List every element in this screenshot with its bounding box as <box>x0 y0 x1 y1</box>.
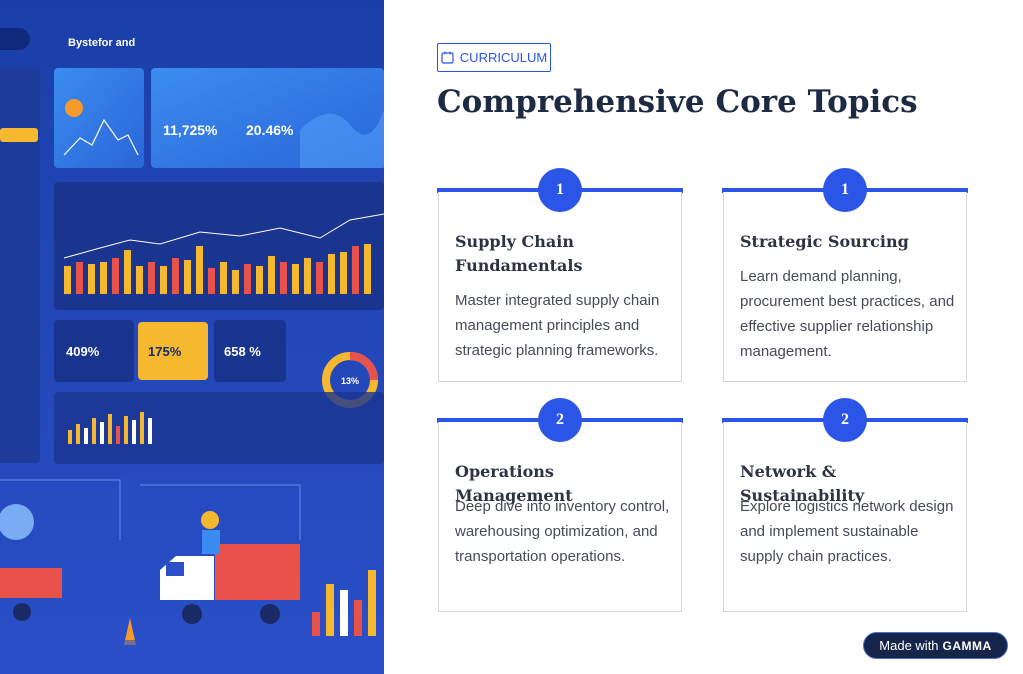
truck-cargo <box>215 544 300 600</box>
card-number: 1 <box>823 168 867 212</box>
card-body: Deep dive into inventory control, wareho… <box>455 498 670 565</box>
cone <box>124 618 136 645</box>
mini-bars <box>68 412 152 444</box>
bars <box>64 244 371 294</box>
stat: 13% <box>341 376 359 386</box>
globe <box>0 504 34 540</box>
brand: Bystefor and <box>68 37 135 49</box>
card-title: Strategic Sourcing <box>740 232 909 251</box>
card-title: Supply Chain Fundamentals <box>455 232 583 275</box>
truck-window <box>166 562 184 576</box>
made-with-badge[interactable]: Made with GAMMA <box>863 632 1008 659</box>
wheel <box>182 604 202 624</box>
icon <box>65 99 83 117</box>
worker <box>202 530 220 554</box>
wheel <box>13 603 31 621</box>
stat: 20.46% <box>246 122 294 138</box>
lines <box>0 479 301 540</box>
stat: 658 % <box>224 344 261 359</box>
donut-segment <box>349 352 378 381</box>
card-title: Network & Sustainability <box>740 462 865 505</box>
trendline <box>63 213 384 259</box>
side-highlight <box>0 128 38 142</box>
panel <box>138 322 208 380</box>
card-number: 2 <box>538 398 582 442</box>
card-title: Operations Management <box>455 462 573 505</box>
panel <box>54 68 144 168</box>
badge-icon <box>441 51 454 64</box>
card: Strategic Sourcing Learn demand planning,… <box>723 192 967 382</box>
badge: CURRICULUM <box>437 43 551 72</box>
logo-pill <box>0 28 30 50</box>
card: Network & Sustainability Explore logistic… <box>723 422 967 612</box>
area <box>300 110 384 168</box>
card-number: 2 <box>823 398 867 442</box>
title: Comprehensive Core Topics <box>437 84 918 120</box>
stat: 11,725% <box>163 122 218 138</box>
card: Operations Management Deep dive into inve… <box>438 422 682 612</box>
card-body: Master integrated supply chain managemen… <box>455 292 660 359</box>
card-body: Explore logistics network design and imp… <box>740 498 954 565</box>
footer-prefix: Made with <box>879 638 939 653</box>
stat: 175% <box>148 344 182 359</box>
card-number: 1 <box>538 168 582 212</box>
wheel <box>260 604 280 624</box>
illustration: Bystefor and 11,725% 20.46% 409% 175% 65… <box>0 0 384 674</box>
worker <box>201 511 219 529</box>
footer-brand: GAMMA <box>942 638 992 653</box>
sparkline <box>63 118 139 156</box>
truck-cargo <box>0 568 62 598</box>
side-panel <box>0 68 40 463</box>
stat: 409% <box>66 344 100 359</box>
card-body: Learn demand planning, procurement best … <box>740 268 955 360</box>
city-bars <box>312 570 376 636</box>
panel <box>214 320 286 382</box>
panel <box>54 320 134 382</box>
badge-text: CURRICULUM <box>459 50 548 65</box>
panel <box>54 392 384 464</box>
ground <box>0 640 384 674</box>
card: Supply Chain Fundamentals Master integrat… <box>438 192 682 382</box>
